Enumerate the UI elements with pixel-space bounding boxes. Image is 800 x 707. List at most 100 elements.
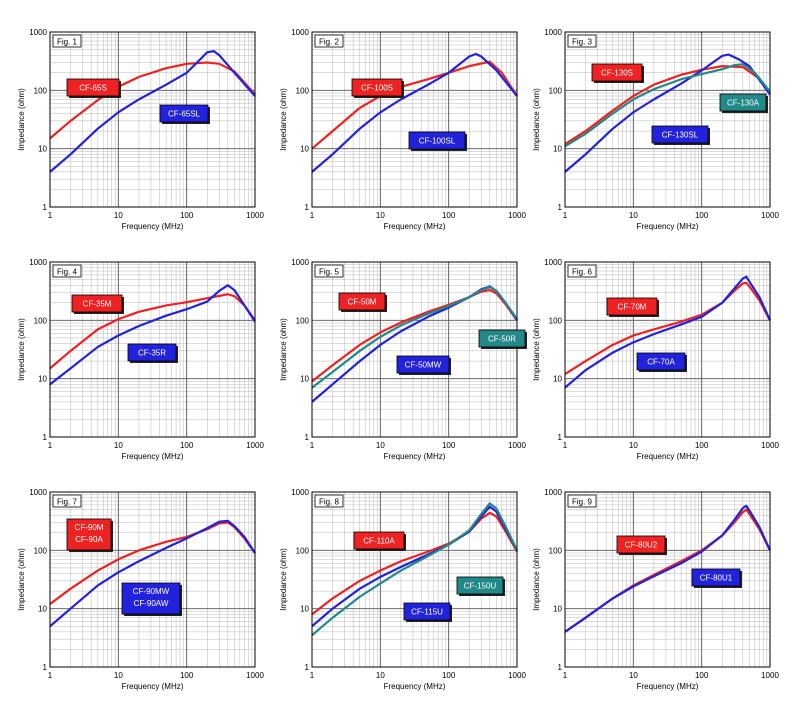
series-label: CF-130A bbox=[727, 99, 760, 108]
fig-label: Fig. 8 bbox=[319, 498, 340, 507]
series-label: CF-35M bbox=[83, 300, 112, 309]
series-label-box bbox=[351, 78, 403, 97]
series-label: CF-65S bbox=[79, 84, 107, 93]
x-axis-label: Frequency (MHz) bbox=[122, 222, 184, 231]
x-tick-label: 1 bbox=[310, 671, 315, 680]
y-tick-label: 1 bbox=[43, 663, 48, 672]
y-axis-label: Impedance (ohm) bbox=[279, 548, 288, 611]
fig-label-box bbox=[314, 264, 344, 278]
x-axis-label: Frequency (MHz) bbox=[637, 222, 699, 231]
y-tick-label: 1 bbox=[43, 203, 48, 212]
fig-label: Fig. 2 bbox=[319, 38, 340, 47]
series-line-2 bbox=[49, 519, 256, 628]
x-axis-label: Frequency (MHz) bbox=[384, 222, 446, 231]
x-tick-label: 100 bbox=[180, 211, 194, 220]
y-axis-label: Impedance (ohm) bbox=[279, 88, 288, 151]
y-tick-label: 100 bbox=[549, 86, 563, 95]
series-label-box bbox=[719, 93, 767, 112]
chart-2: Fig. 2 1 10 100 1000 1 10 100 1000 Frequency (MHz… bbox=[279, 28, 526, 231]
series-line-2 bbox=[564, 504, 772, 633]
x-tick-label: 10 bbox=[629, 671, 638, 680]
fig-label: Fig. 3 bbox=[572, 38, 593, 47]
series-label-box bbox=[66, 518, 112, 551]
chart-6: Fig. 6 1 10 100 1000 1 10 100 1000 Frequency (MHz… bbox=[532, 258, 779, 461]
x-axis-label: Frequency (MHz) bbox=[384, 682, 446, 691]
y-tick-label: 10 bbox=[300, 375, 309, 384]
x-tick-label: 1 bbox=[48, 441, 53, 450]
series-label-box bbox=[456, 576, 504, 595]
series-line-2 bbox=[49, 50, 256, 173]
series-line-2 bbox=[564, 275, 772, 389]
y-tick-label: 10 bbox=[38, 375, 47, 384]
y-tick-label: 1 bbox=[558, 203, 563, 212]
y-tick-label: 1 bbox=[43, 433, 48, 442]
series-line-1 bbox=[49, 61, 256, 140]
x-tick-label: 1000 bbox=[761, 211, 779, 220]
series-label-box bbox=[127, 343, 177, 362]
fig-label-box bbox=[52, 264, 82, 278]
series-label-box bbox=[651, 125, 709, 144]
y-tick-label: 10 bbox=[300, 605, 309, 614]
y-tick-label: 1000 bbox=[544, 28, 562, 37]
x-tick-label: 1000 bbox=[761, 671, 779, 680]
fig-label-box bbox=[52, 34, 82, 48]
y-axis-label: Impedance (ohm) bbox=[532, 548, 541, 611]
chart-9: Fig. 9 1 10 100 1000 1 10 100 1000 Frequency (MHz… bbox=[532, 488, 779, 691]
fig-label: Fig. 9 bbox=[572, 498, 593, 507]
x-tick-label: 100 bbox=[442, 671, 456, 680]
fig-label-box bbox=[567, 264, 597, 278]
x-tick-label: 10 bbox=[114, 441, 123, 450]
y-tick-label: 10 bbox=[553, 375, 562, 384]
y-tick-label: 1000 bbox=[291, 258, 309, 267]
y-axis-label: Impedance (ohm) bbox=[17, 318, 26, 381]
plot-frame bbox=[49, 261, 256, 438]
x-tick-label: 100 bbox=[180, 441, 194, 450]
series-line-1 bbox=[49, 293, 256, 370]
y-tick-label: 1 bbox=[305, 203, 310, 212]
y-axis-label: Impedance (ohm) bbox=[17, 88, 26, 151]
x-tick-label: 100 bbox=[442, 441, 456, 450]
series-label: CF-90A bbox=[75, 535, 103, 544]
y-tick-label: 100 bbox=[549, 316, 563, 325]
series-line-3 bbox=[564, 63, 771, 148]
series-label: CF-130S bbox=[601, 69, 633, 78]
fig-label: Fig. 5 bbox=[319, 268, 340, 277]
y-tick-label: 100 bbox=[34, 546, 48, 555]
x-tick-label: 10 bbox=[114, 211, 123, 220]
x-tick-label: 1000 bbox=[246, 211, 264, 220]
series-line-1 bbox=[311, 288, 518, 383]
x-tick-label: 100 bbox=[695, 211, 709, 220]
x-tick-label: 10 bbox=[376, 211, 385, 220]
x-tick-label: 1000 bbox=[508, 671, 526, 680]
x-axis-label: Frequency (MHz) bbox=[122, 452, 184, 461]
chart-5: Fig. 5 1 10 100 1000 1 10 100 1000 Frequency (MHz… bbox=[279, 258, 527, 461]
x-tick-label: 1000 bbox=[761, 441, 779, 450]
series-label: CF-80U2 bbox=[625, 541, 658, 550]
series-label-box bbox=[121, 582, 181, 615]
fig-label: Fig. 7 bbox=[57, 498, 78, 507]
x-tick-label: 100 bbox=[695, 441, 709, 450]
y-tick-label: 10 bbox=[553, 605, 562, 614]
x-tick-label: 10 bbox=[629, 211, 638, 220]
y-tick-label: 1 bbox=[558, 663, 563, 672]
y-tick-label: 10 bbox=[300, 145, 309, 154]
series-label-box bbox=[478, 329, 526, 348]
x-tick-label: 1000 bbox=[508, 211, 526, 220]
plot-frame bbox=[564, 491, 771, 668]
series-label: CF-110A bbox=[363, 537, 395, 546]
x-tick-label: 10 bbox=[629, 441, 638, 450]
x-axis-label: Frequency (MHz) bbox=[384, 452, 446, 461]
x-tick-label: 100 bbox=[442, 211, 456, 220]
series-label-box bbox=[71, 294, 123, 313]
fig-label-box bbox=[314, 34, 344, 48]
y-tick-label: 1000 bbox=[544, 488, 562, 497]
series-line-2 bbox=[311, 52, 518, 173]
series-label-box bbox=[338, 292, 386, 311]
series-label-box bbox=[353, 531, 405, 550]
x-tick-label: 1 bbox=[563, 211, 568, 220]
series-label: CF-130SL bbox=[662, 131, 699, 140]
series-label-box bbox=[691, 568, 741, 587]
plot-frame bbox=[49, 31, 256, 208]
series-label-box bbox=[396, 355, 450, 374]
series-label-box bbox=[606, 297, 658, 316]
